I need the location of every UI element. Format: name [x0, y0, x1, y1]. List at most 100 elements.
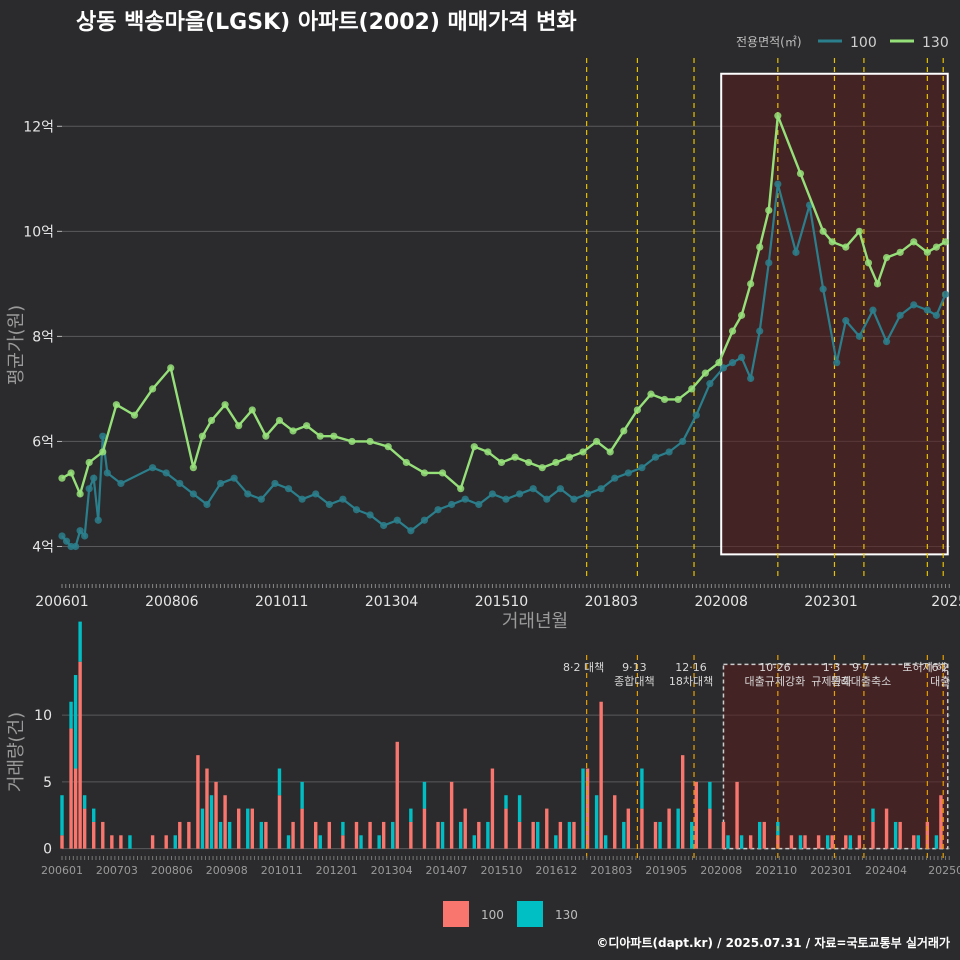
volume-bar-130 — [581, 768, 585, 849]
series-point-100 — [216, 479, 225, 488]
volume-bar-130 — [554, 835, 558, 849]
x-tick-label: 201803 — [585, 594, 638, 610]
volume-bar-100 — [477, 821, 481, 849]
top-legend: 100 130 — [818, 35, 949, 51]
y-tick-label: 6억 — [32, 434, 54, 450]
series-point-100 — [62, 537, 71, 545]
volume-bar-100 — [844, 835, 848, 849]
series-point-130 — [207, 416, 216, 425]
volume-bar-100 — [277, 795, 282, 849]
volume-bar-130 — [486, 821, 490, 849]
series-point-130 — [112, 401, 120, 409]
volume-bar-100 — [599, 701, 603, 849]
series-point-130 — [593, 437, 601, 446]
series-point-100 — [271, 479, 279, 488]
series-point-100 — [819, 285, 827, 293]
volume-bar-100 — [816, 835, 821, 849]
volume-bar-100 — [300, 808, 304, 849]
credit-text: ©디아파트(dapt.kr) / 2025.07.31 / 자료=국토교통부 실… — [596, 935, 950, 950]
x-axis-label: 거래년월 — [502, 611, 568, 632]
volume-bar-130 — [798, 835, 803, 849]
volume-bar-100 — [73, 768, 78, 849]
series-point-130 — [248, 406, 256, 414]
volume-bar-100 — [531, 821, 535, 849]
series-point-100 — [651, 453, 660, 461]
volume-bar-130 — [200, 808, 205, 849]
series-point-130 — [864, 259, 873, 267]
volume-bar-130 — [227, 821, 232, 849]
series-point-130 — [67, 469, 75, 477]
series-point-100 — [176, 479, 184, 488]
volume-x-tick-label: 202008 — [700, 864, 742, 877]
volume-bar-100 — [250, 808, 254, 849]
volume-bar-130 — [259, 821, 264, 849]
series-point-100 — [103, 469, 111, 477]
volume-bar-130 — [622, 821, 626, 849]
volume-bar-130 — [893, 821, 898, 849]
series-point-100 — [90, 474, 98, 482]
volume-bar-130 — [594, 795, 599, 849]
volume-bar-100 — [626, 808, 631, 849]
volume-bar-130 — [848, 835, 853, 849]
volume-bar-100 — [422, 808, 427, 849]
volume-bar-100 — [939, 795, 943, 849]
series-point-130 — [910, 238, 918, 246]
volume-bar-100 — [164, 835, 168, 849]
series-point-130 — [855, 227, 863, 235]
series-point-100 — [747, 374, 755, 383]
volume-highlight-box — [722, 663, 949, 850]
volume-bar-100 — [119, 835, 123, 849]
volume-x-tick-label: 201201 — [316, 864, 358, 877]
volume-bar-130 — [567, 821, 572, 849]
series-point-130 — [620, 427, 628, 435]
volume-legend-label-130: 130 — [555, 908, 578, 922]
series-point-130 — [130, 411, 139, 419]
series-point-130 — [737, 311, 746, 319]
volume-bar-100 — [558, 821, 563, 849]
series-point-100 — [597, 485, 605, 493]
volume-x-tick-label: 201304 — [371, 864, 413, 877]
series-point-130 — [189, 464, 197, 472]
volume-bar-100 — [721, 821, 726, 849]
volume-bar-100 — [613, 795, 617, 849]
series-point-130 — [76, 490, 84, 498]
policy-annotation: 9·13 — [622, 661, 647, 674]
volume-bar-130 — [603, 835, 608, 849]
series-point-130 — [882, 253, 891, 262]
series-point-100 — [71, 542, 80, 551]
series-point-100 — [99, 432, 107, 440]
series-point-100 — [882, 338, 891, 346]
series-point-130 — [149, 385, 157, 393]
volume-bar-100 — [205, 768, 209, 849]
volume-bar-100 — [898, 821, 902, 849]
series-point-130 — [774, 112, 782, 120]
series-point-100 — [556, 485, 564, 493]
volume-bar-100 — [884, 808, 889, 849]
volume-bar-130 — [871, 808, 875, 822]
volume-bar-130 — [517, 795, 522, 822]
series-point-130 — [660, 395, 669, 404]
series-point-130 — [565, 453, 574, 461]
volume-bar-100 — [327, 821, 332, 849]
policy-annotation: 12·16 — [675, 661, 707, 674]
series-point-130 — [275, 416, 284, 425]
volume-bar-130 — [377, 835, 381, 849]
series-point-130 — [366, 437, 374, 446]
volume-bar-100 — [368, 821, 372, 849]
series-point-130 — [715, 359, 723, 367]
series-point-100 — [941, 290, 950, 298]
legend-title: 전용면적(㎡) — [736, 35, 802, 49]
volume-bar-130 — [82, 795, 87, 809]
volume-x-tick-label: 200908 — [206, 864, 248, 877]
series-point-100 — [85, 485, 93, 493]
series-point-130 — [923, 248, 931, 256]
series-point-130 — [842, 243, 850, 251]
series-point-130 — [674, 395, 682, 404]
series-point-100 — [76, 527, 84, 535]
volume-bar-130 — [758, 821, 762, 849]
series-point-130 — [262, 432, 270, 440]
volume-bar-130 — [458, 821, 463, 849]
volume-x-tick-label: 200703 — [96, 864, 138, 877]
volume-bar-100 — [341, 835, 345, 849]
policy-annotation: 대출규제강화 — [744, 675, 805, 688]
